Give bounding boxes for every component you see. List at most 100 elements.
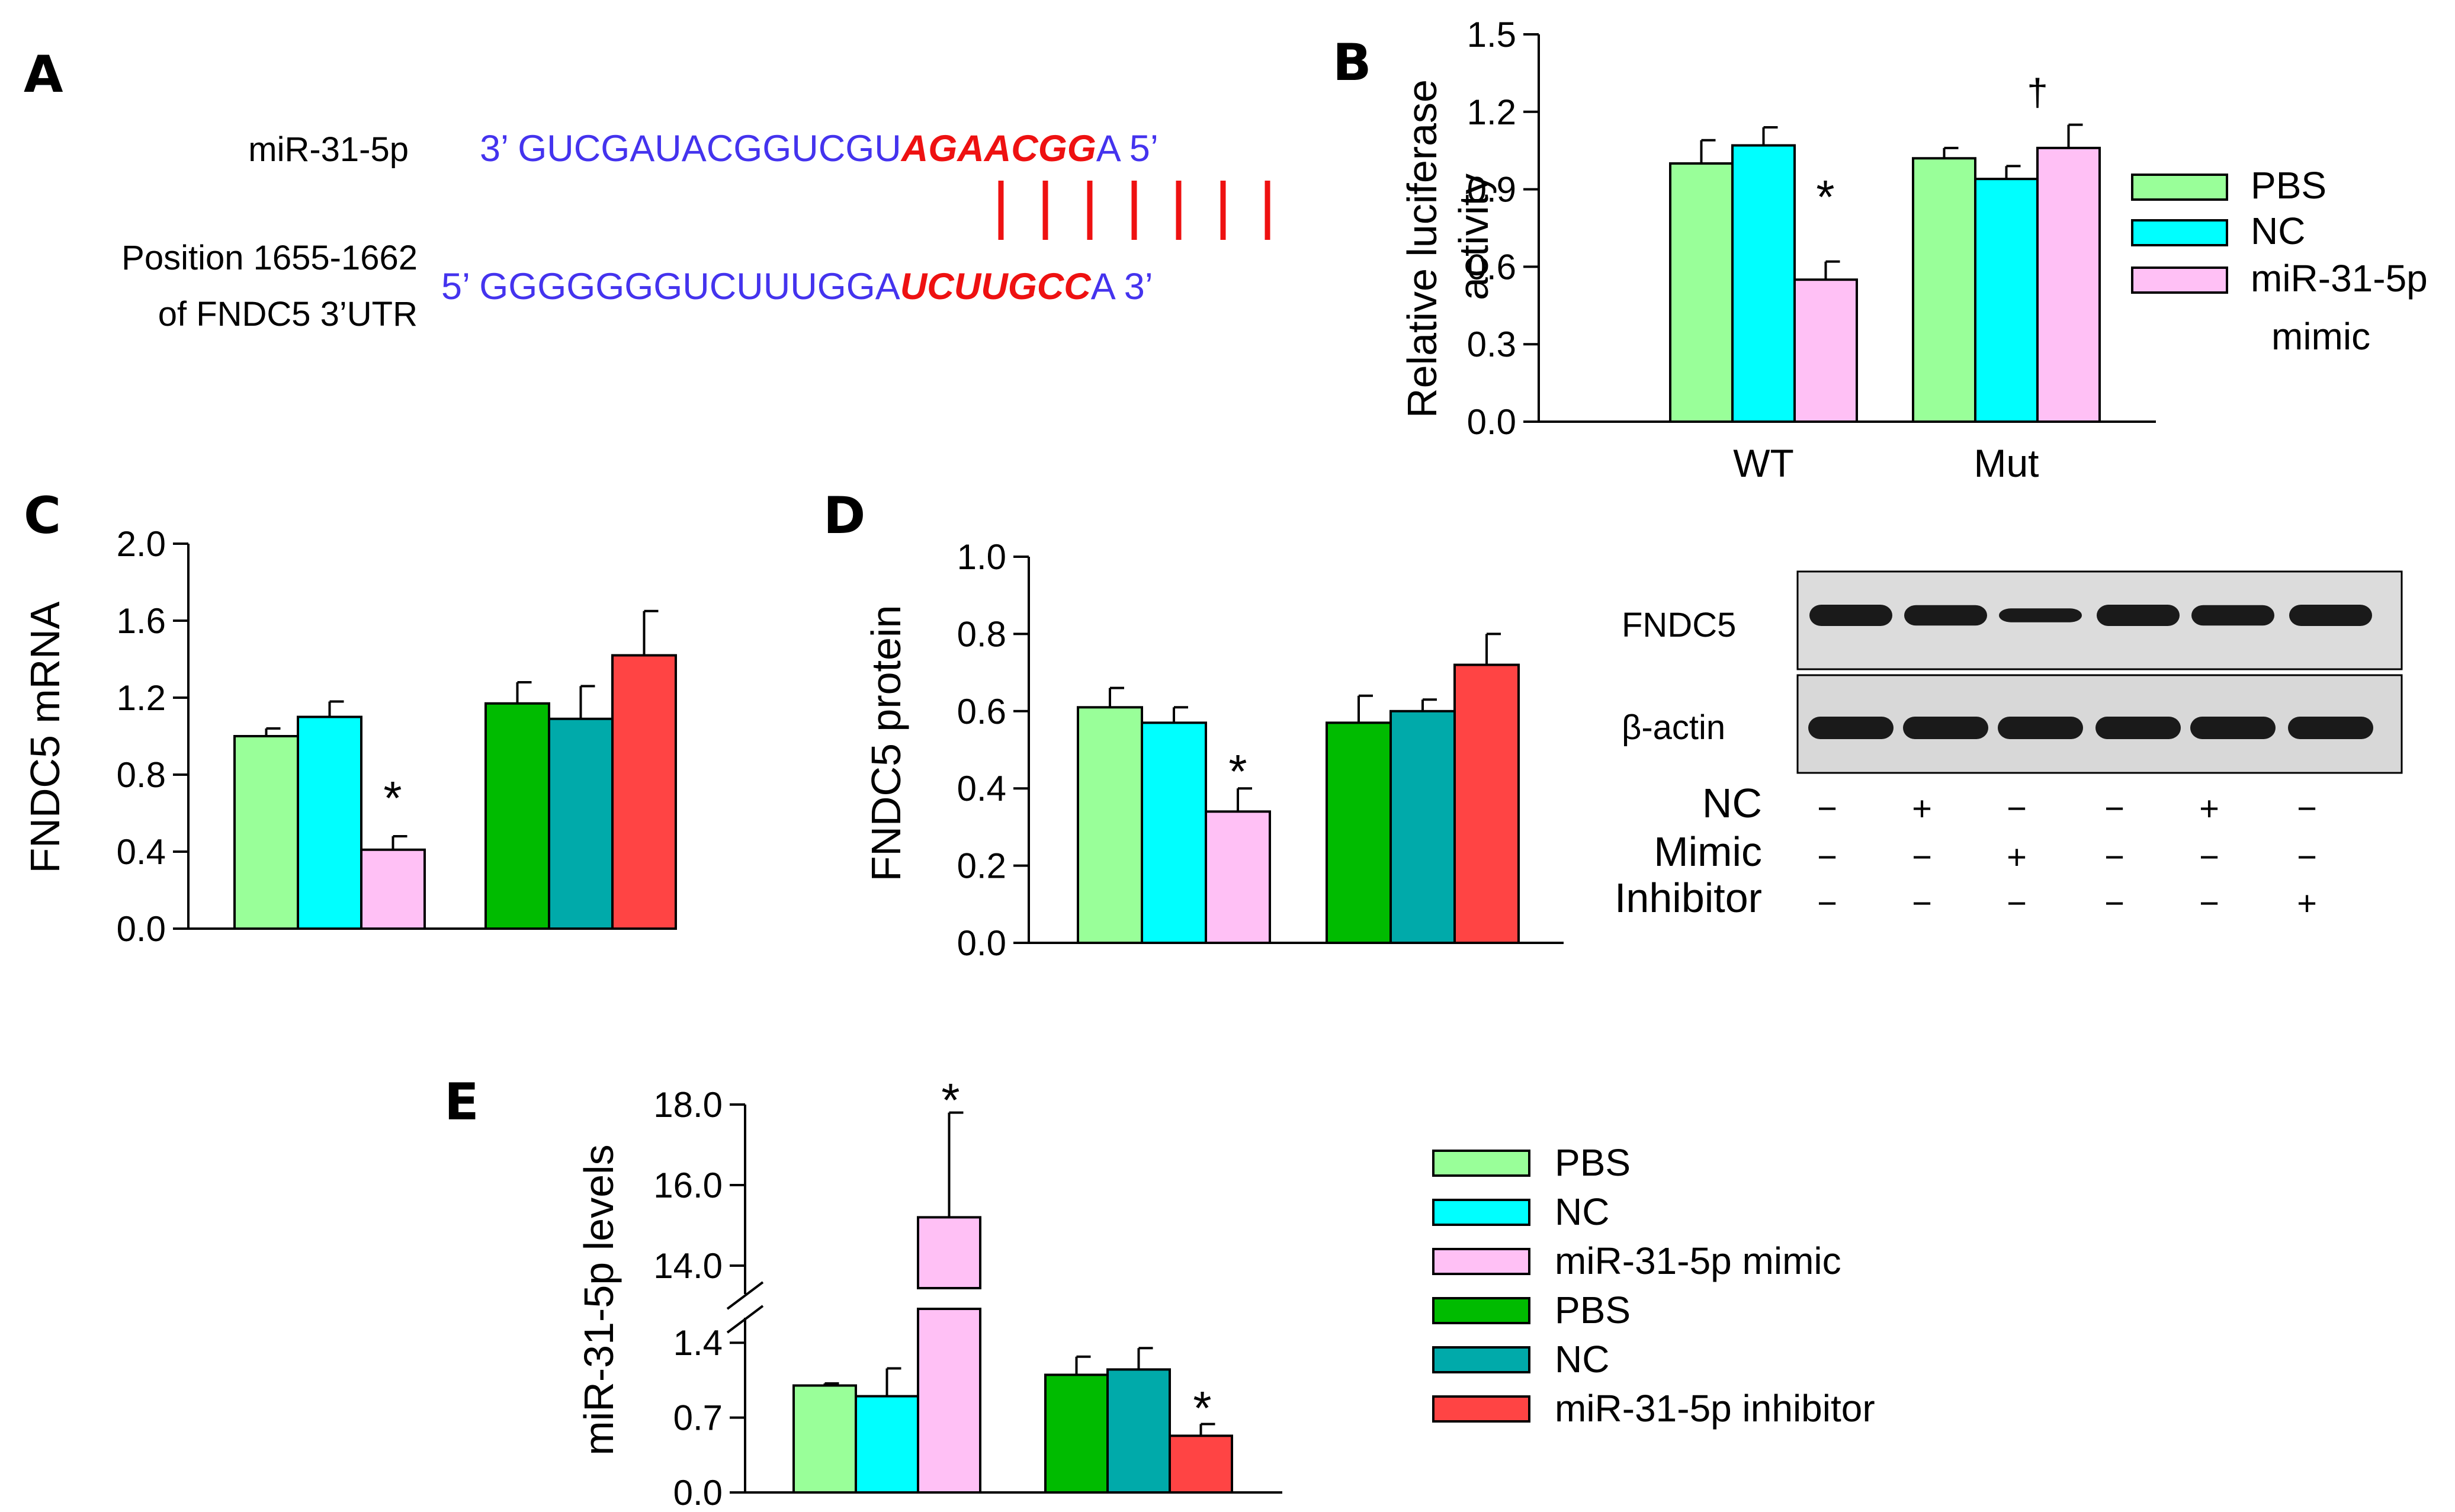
blot-sign-2-1: −: [1912, 884, 1932, 923]
bar-0: [792, 1384, 857, 1494]
mir-label: miR-31-5p: [248, 130, 409, 169]
bar-chartC-0: [233, 735, 299, 930]
y-tick-label-lower-1: 0.7: [673, 1398, 723, 1438]
y-axis-label: FNDC5 mRNA: [22, 601, 68, 873]
legend-label-2: miR-31-5p mimic: [1555, 1240, 1841, 1282]
blot-sign-1-2: +: [2007, 838, 2027, 877]
band-beta-actin-4: [2190, 717, 2276, 739]
blot-sign-1-5: −: [2297, 838, 2317, 877]
y-axis-label: miR-31-5p levels: [576, 1144, 622, 1455]
bar-b-1-1: [1974, 178, 2039, 423]
chart-c: 0.0 0.4 0.8 1.2 1.6 2.0 * FNDC5 mRNA: [22, 524, 677, 949]
blot-label-fndc5: FNDC5: [1622, 606, 1736, 644]
mir-suffix: A 5’: [1096, 128, 1158, 169]
panel-a: miR-31-5p 3’ GUCGAUACGGUCGUAGAACGGA 5’ P…: [121, 128, 1270, 333]
y-tick-label-5: 1.0: [957, 537, 1006, 577]
band-fndc5-5: [2289, 605, 2372, 626]
legend-label-0: PBS: [2251, 164, 2326, 207]
band-fndc5-0: [1809, 605, 1892, 626]
annotation-star-mimic: *: [941, 1074, 959, 1126]
bar-chartC-5: [611, 654, 677, 930]
bar-chartC-4: [548, 717, 614, 930]
legend-label-1: NC: [2251, 210, 2305, 252]
axis-break-mark-1: [726, 1305, 764, 1334]
annotation-star: *: [383, 772, 402, 824]
bar-chartD-0: [1077, 706, 1143, 945]
x-category-label-1: Mut: [1973, 441, 2039, 485]
band-beta-actin-0: [1808, 717, 1894, 739]
annotation-star: *: [1228, 745, 1247, 798]
band-fndc5-1: [1904, 605, 1987, 626]
y-axis-label-line2: activity: [1450, 174, 1497, 300]
blot-row-label-2: Inhibitor: [1615, 875, 1762, 921]
blot-sign-1-3: −: [2104, 838, 2125, 877]
bar-b-0-1: [1912, 157, 1976, 423]
blot-sign-0-3: −: [2104, 789, 2125, 828]
blot-sign-2-5: +: [2297, 884, 2317, 923]
legend-swatch-2: [2131, 267, 2228, 294]
blot-sign-2-3: −: [2104, 884, 2125, 923]
blot-sign-1-1: −: [1912, 838, 1932, 877]
bar-4: [1106, 1368, 1171, 1494]
legend-swatch-3: [1432, 1297, 1530, 1324]
band-fndc5-2: [1999, 608, 2082, 622]
y-tick-label-1: 0.3: [1467, 325, 1516, 364]
y-tick-label-2: 0.8: [117, 755, 166, 795]
blot-sign-0-0: −: [1817, 789, 1837, 828]
bar-chartD-3: [1326, 721, 1392, 944]
target-suffix: A 3’: [1091, 266, 1153, 307]
blot-sign-2-0: −: [1817, 884, 1837, 923]
band-beta-actin-1: [1903, 717, 1988, 739]
blot-sign-1-4: −: [2199, 838, 2219, 877]
base-pair-lines: [998, 181, 1270, 240]
legend-swatch-1: [2131, 219, 2228, 246]
y-tick-label-2: 0.4: [957, 769, 1006, 808]
target-seed: UCUUGCC: [900, 266, 1092, 307]
panel-label-a: A: [24, 45, 63, 104]
bar-3: [1044, 1373, 1109, 1494]
legend-e: PBS NC miR-31-5p mimic PBS NC miR-31-5p inhib…: [1432, 1141, 1875, 1430]
bar-1: [855, 1395, 919, 1494]
y-tick-label-4: 0.8: [957, 614, 1006, 654]
legend-swatch-0: [1432, 1150, 1530, 1177]
annotation-star-b: *: [1816, 171, 1834, 223]
band-beta-actin-2: [1998, 717, 2083, 739]
target-label-line1: Position 1655-1662: [121, 239, 418, 277]
bar-chartC-2: [360, 848, 426, 930]
y-tick-label-1: 0.4: [117, 832, 166, 872]
y-tick-label-5: 2.0: [117, 524, 166, 564]
bar-b-2-1: [2036, 146, 2101, 423]
y-tick-label-lower-0: 0.0: [673, 1473, 723, 1512]
band-beta-actin-3: [2095, 717, 2181, 739]
y-axis-label: FNDC5 protein: [863, 605, 909, 882]
bar-chartD-2: [1205, 810, 1271, 944]
panel-label-e: E: [444, 1073, 479, 1132]
y-tick-label-lower-2: 1.4: [673, 1323, 723, 1363]
bar-chartC-1: [297, 715, 362, 930]
chart-b: 0.0 0.3 0.6 0.9 1.2 1.5 WT Mut * † Relative lucife…: [1399, 15, 2156, 485]
panel-label-c: C: [24, 486, 61, 545]
annotation-star-inhibitor: *: [1193, 1382, 1211, 1434]
y-tick-label-2: 0.6: [1467, 247, 1516, 287]
legend-label-0: PBS: [1555, 1141, 1631, 1184]
y-tick-label-upper-1: 16.0: [653, 1166, 723, 1205]
y-tick-label-upper-2: 18.0: [653, 1085, 723, 1125]
blot-sign-1-0: −: [1817, 838, 1837, 877]
y-tick-label-0: 0.0: [1467, 402, 1516, 442]
bar-chartC-3: [484, 702, 550, 930]
blot-sign-0-1: +: [1912, 789, 1932, 828]
y-tick-label-upper-0: 14.0: [653, 1246, 723, 1286]
band-fndc5-3: [2097, 605, 2180, 626]
chart-e: 0.0 0.7 1.4 14.0 16.0 18.0 * * miR-31-5p levels: [576, 1074, 1282, 1512]
band-beta-actin-5: [2288, 717, 2373, 739]
blot-bands: [1808, 605, 2373, 739]
target-sequence: 5’ GGGGGGGUCUUUGGAUCUUGCCA 3’: [441, 266, 1153, 307]
western-blot: FNDC5 β-actin NC − + − − + − Mimic − − + − − − Inhibit…: [1615, 570, 2403, 923]
blot-sign-0-5: −: [2297, 789, 2317, 828]
y-tick-label-3: 1.2: [117, 678, 166, 718]
legend-label-4: NC: [1555, 1338, 1609, 1381]
y-tick-label-5: 1.5: [1467, 15, 1516, 54]
blot-sign-2-2: −: [2007, 884, 2027, 923]
